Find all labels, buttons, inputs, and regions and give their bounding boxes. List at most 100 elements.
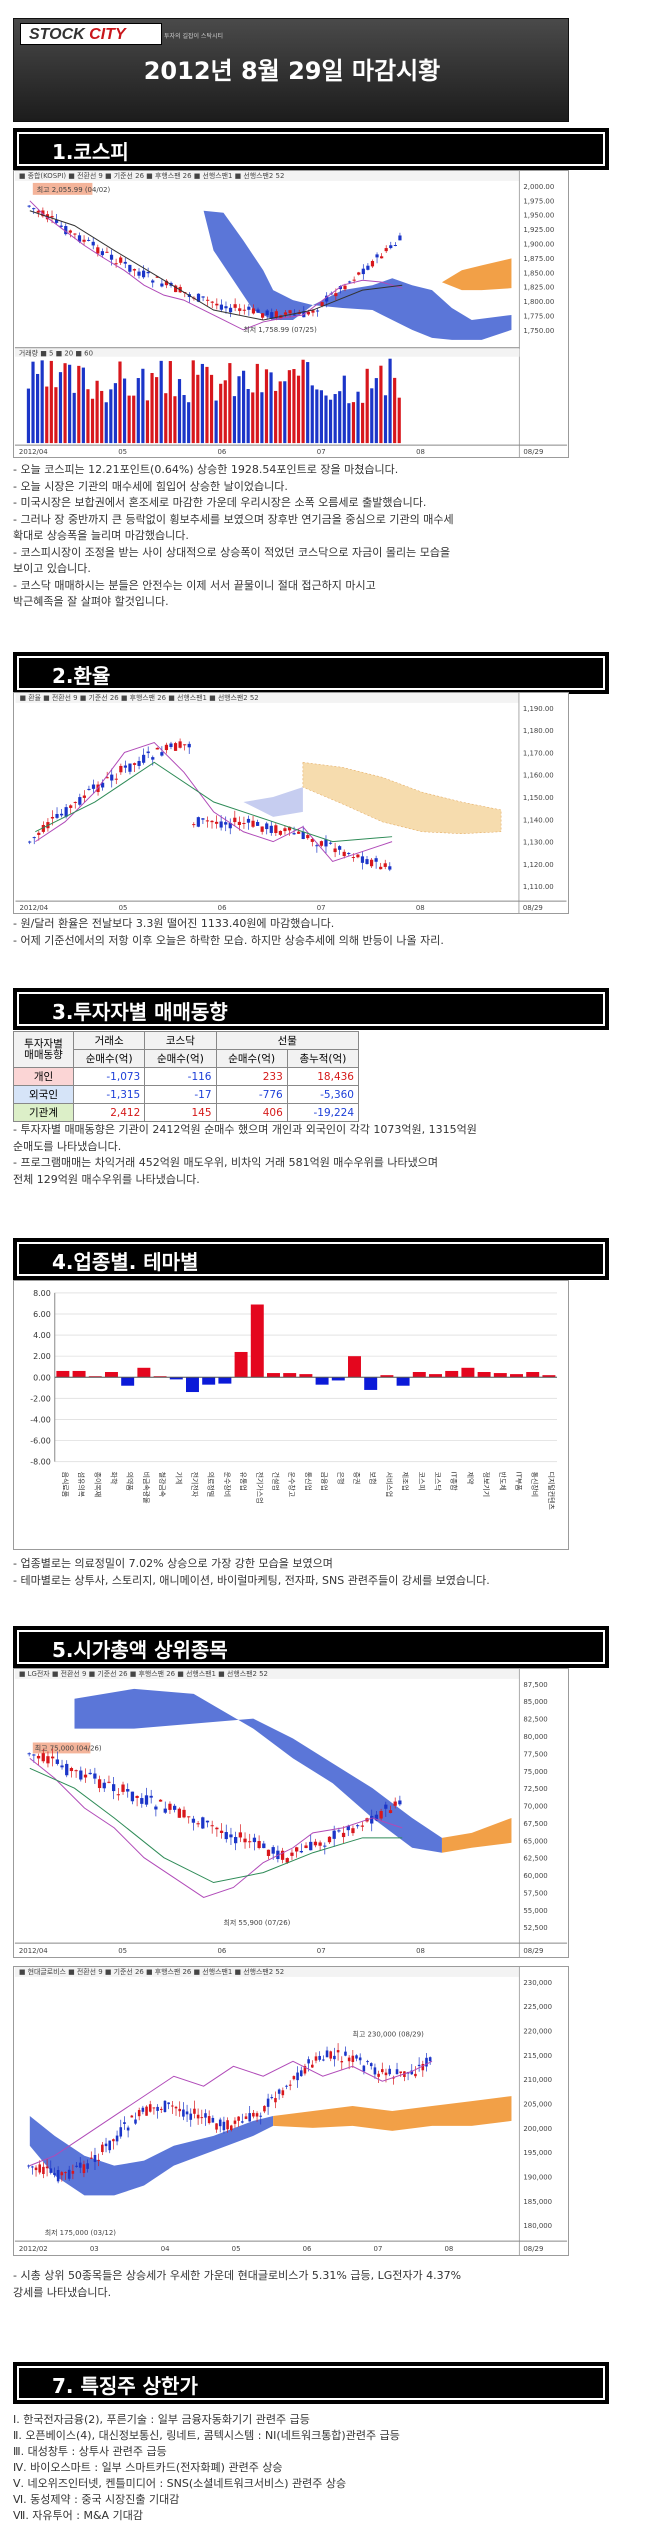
y-tick-label: 230,000 — [523, 1979, 552, 1987]
candle — [292, 833, 296, 835]
bar — [380, 1375, 394, 1378]
marketcap-commentary: - 시총 상위 50종목들은 상승세가 우세한 가운데 현대글로비스가 5.31… — [13, 2269, 462, 2299]
volume-bar — [383, 395, 388, 444]
candle — [28, 841, 32, 843]
x-tick-label: 2012/02 — [19, 2245, 48, 2253]
candle — [219, 1830, 224, 1833]
x-tick-label: 코스피 — [417, 1472, 426, 1491]
y-tick-label: 1,750.00 — [523, 327, 554, 335]
volume-bar — [255, 363, 259, 444]
bar — [250, 1304, 264, 1378]
candle — [201, 296, 205, 298]
candle — [296, 2072, 299, 2081]
list-item: Ⅵ. 동성제약 : 중국 시장진출 기대감 — [13, 2493, 180, 2506]
y-tick-label: 1,900.00 — [523, 240, 554, 248]
candle — [307, 2059, 310, 2064]
candle — [163, 1808, 167, 1813]
bar — [234, 1351, 248, 1378]
candle — [91, 241, 95, 246]
candle — [137, 271, 141, 276]
volume-bar — [209, 374, 214, 444]
y-tick-label: -2.00 — [30, 1394, 51, 1403]
candle — [393, 1801, 397, 1806]
candle — [313, 1841, 318, 1846]
y-tick-label: 1,150.00 — [523, 794, 554, 802]
candle — [201, 818, 205, 820]
candle — [233, 2120, 237, 2124]
volume-bar — [145, 400, 150, 444]
candle — [149, 1795, 153, 1798]
candle — [123, 261, 127, 264]
candle — [428, 2057, 432, 2062]
bar — [137, 1367, 151, 1378]
volume-bar — [95, 380, 99, 444]
candle — [53, 2173, 56, 2175]
candle — [283, 312, 288, 315]
candle — [318, 2055, 321, 2060]
y-tick-label: 1,180.00 — [523, 727, 554, 735]
candle — [238, 1832, 242, 1838]
candle — [97, 2159, 100, 2161]
x-tick-label: 전기가스업 — [255, 1472, 264, 1504]
volume-bar — [379, 365, 383, 444]
candle — [158, 1799, 163, 1802]
candle — [265, 310, 269, 316]
candle — [374, 1814, 379, 1821]
candle — [182, 1809, 186, 1818]
bar — [153, 1376, 167, 1378]
bar — [315, 1377, 329, 1385]
table-row: 외국인 -1,315 -17 -776 -5,360 — [13, 1085, 360, 1104]
candle — [303, 2065, 307, 2074]
y-tick-label: 6.00 — [33, 1310, 51, 1319]
investor-table: 투자자별 매매동향 거래소 코스닥 선물 순매수(억) 순매수(억) 순매수(억… — [13, 1031, 360, 1122]
candle — [224, 822, 228, 825]
candle — [102, 1782, 106, 1789]
candle — [134, 2119, 137, 2124]
candle — [288, 2084, 292, 2086]
candle — [73, 801, 77, 803]
candle — [341, 1832, 346, 1838]
candle — [36, 210, 40, 213]
candle — [64, 2172, 67, 2174]
volume-bar — [81, 367, 85, 444]
candle — [338, 286, 343, 290]
candle — [338, 846, 342, 850]
candle — [237, 2116, 240, 2121]
x-tick-label: 03 — [90, 2245, 99, 2253]
candle — [360, 1825, 364, 1827]
section-fx-header: 2.환율 — [13, 652, 609, 694]
candle — [116, 1794, 120, 1796]
y-tick-label: 80,000 — [523, 1733, 547, 1741]
candle — [87, 239, 91, 241]
volume-bar — [228, 363, 232, 444]
candle — [59, 225, 63, 227]
candle — [145, 2106, 148, 2116]
candle — [205, 1820, 210, 1823]
y-tick-label: 1,160.00 — [523, 772, 554, 780]
candle — [384, 248, 388, 252]
x-tick-label: 08/29 — [523, 904, 543, 912]
candle — [388, 1810, 393, 1813]
fx-commentary: - 원/달러 환율은 전날보다 3.3원 떨어진 1133.40원에 마감했습니… — [13, 917, 444, 947]
x-tick-label: IT종합 — [450, 1472, 459, 1492]
candle — [389, 245, 393, 249]
volume-bar — [90, 398, 95, 444]
candle — [42, 2166, 45, 2175]
x-tick-label: 보험 — [369, 1472, 377, 1485]
candle — [388, 2068, 391, 2075]
candle — [351, 1828, 355, 1834]
sector-bar-chart: 8.00 6.00 4.00 2.00 0.00 -2.00 -4.00 -6.00 -8.00… — [13, 1280, 569, 1550]
volume-bar — [49, 360, 53, 444]
bar — [169, 1377, 183, 1380]
y-tick-label: 210,000 — [523, 2076, 552, 2084]
hyundai-glovis-chart: ■ 현대글로비스 ■ 전환선 9 ■ 기준선 26 ■ 후행스팬 26 ■ 선행… — [13, 1966, 569, 2256]
candle — [41, 1753, 45, 1762]
candle — [256, 822, 260, 826]
x-tick-label: 06 — [303, 2245, 312, 2253]
candle — [146, 271, 150, 274]
candle — [229, 2125, 233, 2131]
candle — [228, 822, 232, 829]
x-tick-label: 코스닥 — [434, 1472, 443, 1492]
candle — [393, 244, 397, 246]
candle — [55, 814, 59, 818]
